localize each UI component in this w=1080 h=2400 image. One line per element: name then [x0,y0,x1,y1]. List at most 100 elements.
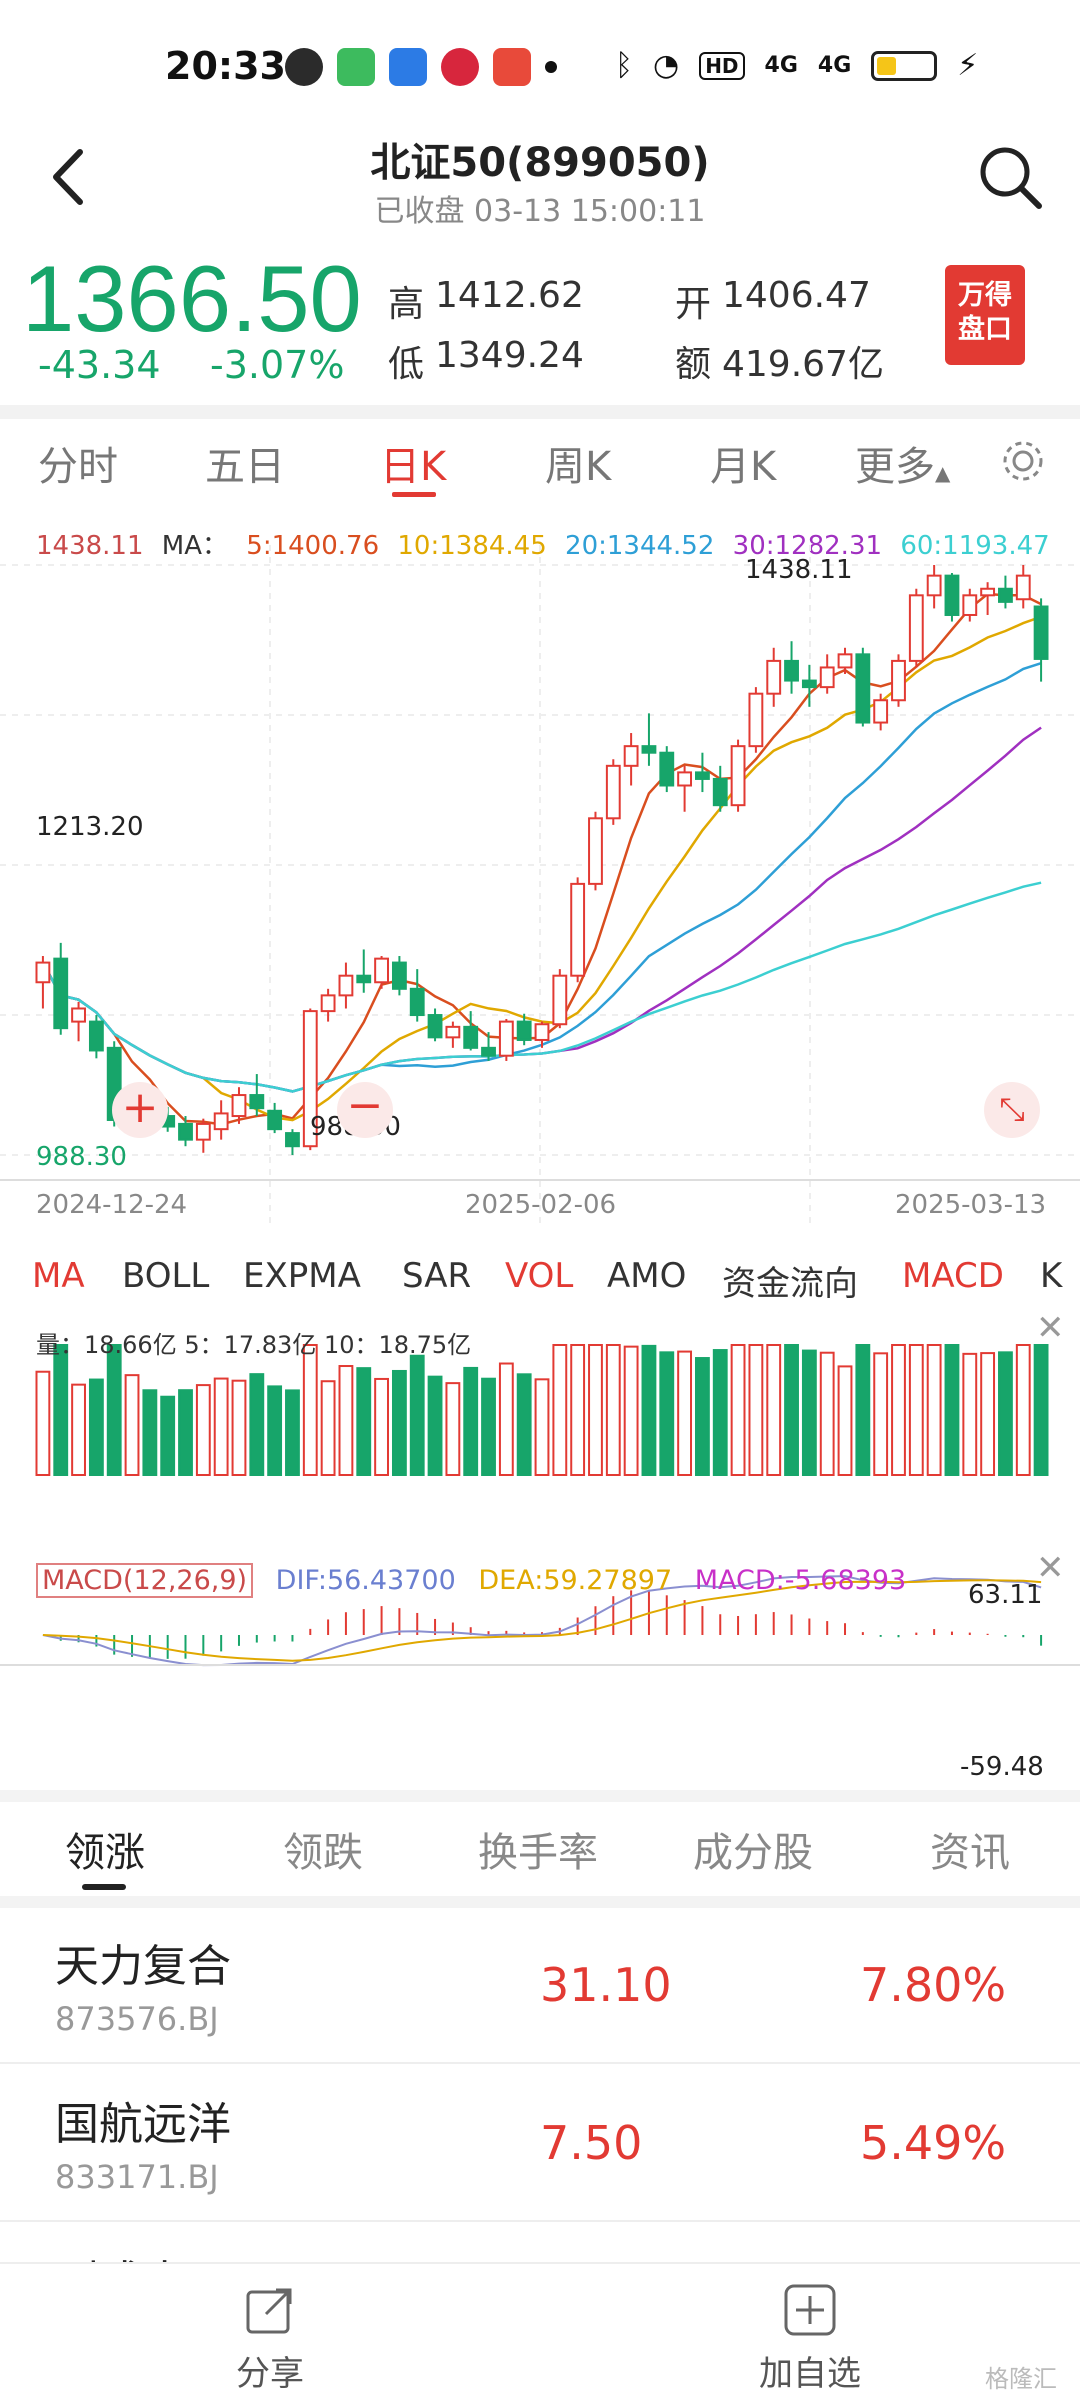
min-price-label: 988.30 [36,1142,127,1172]
rank-tab-turnover[interactable]: 换手率 [478,1830,598,1876]
wifi-icon: ◔ [653,48,680,83]
volume-bar [88,1378,104,1476]
rank-tab-gainers[interactable]: 领涨 [65,1830,145,1876]
volume-bar [926,1344,942,1476]
ind-tab-vol[interactable]: VOL [505,1256,574,1296]
add-watchlist-button[interactable]: 加自选 [730,2282,890,2395]
zoom-in-bg [112,1082,168,1138]
settings-button[interactable] [1000,438,1046,484]
rank-tab-news[interactable]: 资讯 [930,1830,1010,1876]
gear-icon [1003,441,1043,481]
ind-tab-boll[interactable]: BOLL [122,1256,210,1296]
ind-tab-amo[interactable]: AMO [607,1256,687,1296]
status-bar: 20:33 ᛒ ◔ HD 4G 4G ⚡ [0,0,1080,120]
tab-weekly-k[interactable]: 周K [545,444,612,490]
tab-monthly-k[interactable]: 月K [710,444,777,490]
share-label: 分享 [236,2354,304,2394]
volume-bar [819,1351,835,1476]
tab-more-label: 更多 [855,444,935,490]
ind-tab-ma[interactable]: MA [32,1256,85,1296]
candle-body [1015,574,1031,601]
candle-body [1033,605,1049,660]
ind-tab-fund-flow[interactable]: 资金流向 [722,1264,858,1304]
tab-daily-k[interactable]: 日K [380,444,447,490]
divider [0,1790,1080,1802]
back-arrow-icon [53,149,83,205]
ind-tab-macd[interactable]: MACD [902,1256,1004,1296]
candle-body [748,692,764,748]
search-button[interactable] [975,142,1045,212]
search-icon [980,147,1042,209]
amount-value: 419.67亿 [722,344,884,385]
candle-body [285,1132,300,1148]
volume-bar [837,1365,853,1476]
zoom-in-icon: + [122,1082,159,1133]
open-label: 开 [675,284,712,325]
high-value: 1412.62 [435,275,584,316]
tab-more[interactable]: 更多▲ [855,434,950,492]
volume-bar [195,1384,211,1477]
app-red-icon [441,48,479,86]
share-button[interactable]: 分享 [190,2282,350,2395]
candle-body [944,574,960,616]
volume-bar [516,1373,532,1476]
volume-bar [944,1344,960,1476]
kline-chart[interactable]: 1213.20988.301438.11988.302024-12-242025… [0,505,1080,1795]
macd-dea: DEA:59.27897 [478,1565,673,1596]
candle-body [908,594,924,662]
candle-body [35,961,51,984]
macd-params[interactable]: MACD(12,26,9) [36,1563,254,1598]
rank-active-indicator [82,1884,126,1890]
macd-value: MACD:-5.68393 [694,1565,907,1596]
candle-body [659,751,675,787]
low-value: 1349.24 [435,335,584,376]
ind-tab-sar[interactable]: SAR [402,1256,472,1296]
wind-panel-button[interactable]: 万得盘口 [945,265,1025,365]
page-title: 北证50(899050) [370,140,710,186]
volume-bar [213,1377,229,1476]
candle-body [498,1020,514,1057]
rank-tab-losers[interactable]: 领跌 [283,1830,363,1876]
close-volume-button[interactable]: ✕ [1036,1308,1065,1348]
back-button[interactable] [40,142,100,212]
legend-ma60: 60:1193.47 [900,531,1050,561]
list-item[interactable]: 天力复合 873576.BJ 31.10 7.80% [0,1908,1080,2064]
tab-five-day[interactable]: 五日 [205,444,285,490]
ind-tab-expma[interactable]: EXPMA [243,1256,361,1296]
candle-body [552,974,568,1026]
close-macd-button[interactable]: ✕ [1036,1548,1065,1588]
volume-bar [980,1352,996,1477]
stock-name: 国航远洋 [55,2099,231,2150]
candle-body [409,987,425,1017]
header: 北证50(899050) 已收盘 03-13 15:00:11 [0,120,1080,230]
candle-body [801,679,817,689]
volume-bar [908,1344,924,1476]
legend-ma30: 30:1282.31 [732,531,883,561]
app-trend-icon [493,48,531,86]
candle-body [427,1014,443,1039]
list-item[interactable]: 国航远洋 833171.BJ 7.50 5.49% [0,2066,1080,2222]
ind-tab-k[interactable]: K [1040,1256,1063,1296]
volume-bar [409,1354,425,1477]
volume-bar [552,1344,568,1476]
candle-body [855,653,871,724]
x-label: 2025-03-13 [895,1190,1046,1220]
rank-tab-constituents[interactable]: 成分股 [693,1830,813,1876]
candle-body [926,574,942,597]
volume-bar [534,1378,550,1477]
share-icon [246,2288,292,2334]
volume-bar [302,1344,318,1476]
tab-intraday[interactable]: 分时 [38,444,118,490]
fullscreen-icon: ⤡ [999,1090,1025,1128]
battery-icon [871,50,938,81]
candle-body [570,882,586,977]
macd-top-label: 63.11 [968,1580,1043,1610]
candle-body [819,666,835,689]
stock-code: 833171.BJ [55,2158,219,2196]
indicator-tabs: MA BOLL EXPMA SAR VOL AMO 资金流向 MACD K [0,1250,1080,1310]
ranking-tabs: 领涨 领跌 换手率 成分股 资讯 [0,1800,1080,1896]
notification-icons [285,48,557,86]
divider [0,1896,1080,1908]
candle-body [374,957,389,984]
ma-legend: 1438.11 MA： 5:1400.76 10:1384.45 20:1344… [36,525,1060,562]
